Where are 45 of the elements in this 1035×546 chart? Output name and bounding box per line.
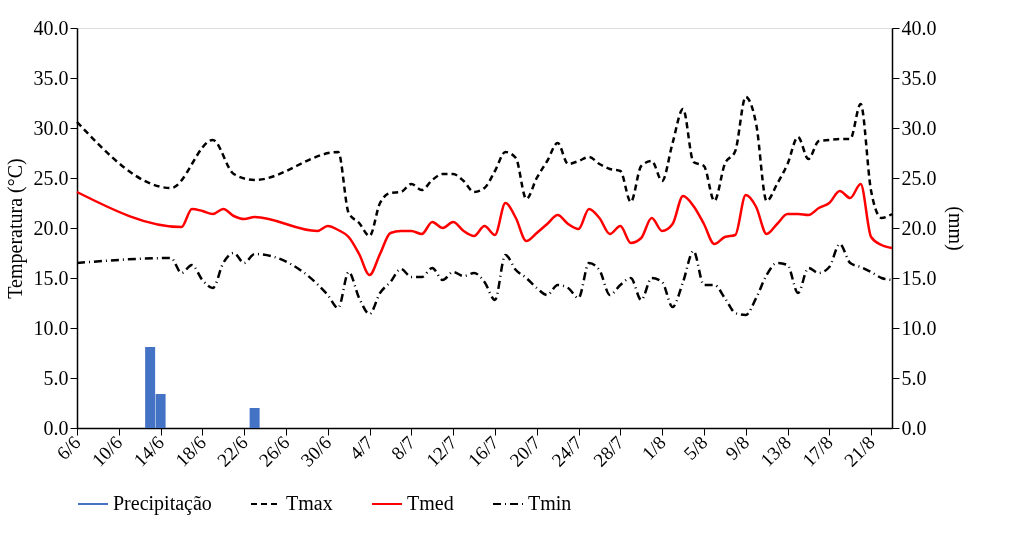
y-tick-label: 10.0 (33, 316, 69, 339)
x-tick-label: 17/8 (798, 431, 837, 471)
y-tick-label: 5.0 (43, 366, 69, 389)
y-tick-label: 30.0 (33, 116, 69, 139)
x-tick-label: 10/6 (87, 431, 127, 471)
bar (249, 408, 260, 428)
x-tick-label: 22/6 (213, 431, 252, 471)
legend-label: Tmin (528, 492, 572, 514)
y2-tick-label: 0.0 (901, 416, 927, 439)
y-axis-title: Temperatura (°C) (3, 158, 27, 299)
line-series (75, 182, 894, 277)
y-tick-label: 0.0 (43, 416, 69, 439)
x-tick-label: 18/6 (171, 431, 210, 471)
y2-tick-label: 10.0 (901, 316, 937, 339)
y-tick-label: 20.0 (33, 216, 69, 239)
x-tick-label: 16/7 (463, 431, 503, 471)
legend-label: Tmed (407, 492, 454, 514)
x-tick-label: 30/6 (296, 431, 336, 471)
x-tick-label: 20/7 (505, 431, 545, 471)
y-tick-label: 40.0 (33, 16, 69, 39)
x-tick-label: 13/8 (756, 431, 796, 471)
legend-label: Tmax (286, 492, 333, 514)
x-tick-label: 21/8 (839, 431, 879, 471)
x-tick-label: 9/8 (721, 431, 754, 464)
x-tick-label: 24/7 (547, 431, 587, 471)
x-tick-label: 5/8 (679, 431, 712, 464)
x-tick-label: 14/6 (129, 431, 169, 471)
x-tick-label: 8/7 (386, 431, 419, 464)
legend-label: Precipitação (113, 492, 212, 515)
y2-tick-label: 25.0 (901, 166, 937, 189)
y2-tick-label: 35.0 (901, 66, 937, 89)
y2-tick-label: 15.0 (901, 266, 937, 289)
y2-tick-label: 30.0 (901, 116, 937, 139)
y2-tick-label: 20.0 (901, 216, 937, 239)
y2-tick-label: 5.0 (901, 366, 927, 389)
x-tick-label: 28/7 (589, 431, 628, 471)
y-tick-label: 25.0 (33, 166, 69, 189)
x-tick-label: 4/7 (345, 431, 378, 464)
y-tick-label: 15.0 (33, 266, 69, 289)
x-tick-label: 1/8 (637, 431, 670, 464)
x-tick-label: 26/6 (254, 431, 294, 471)
y-tick-label: 35.0 (33, 66, 69, 89)
y2-tick-label: 40.0 (901, 16, 937, 39)
x-tick-label: 12/7 (421, 431, 461, 471)
y2-axis-title: (mm) (943, 206, 967, 251)
